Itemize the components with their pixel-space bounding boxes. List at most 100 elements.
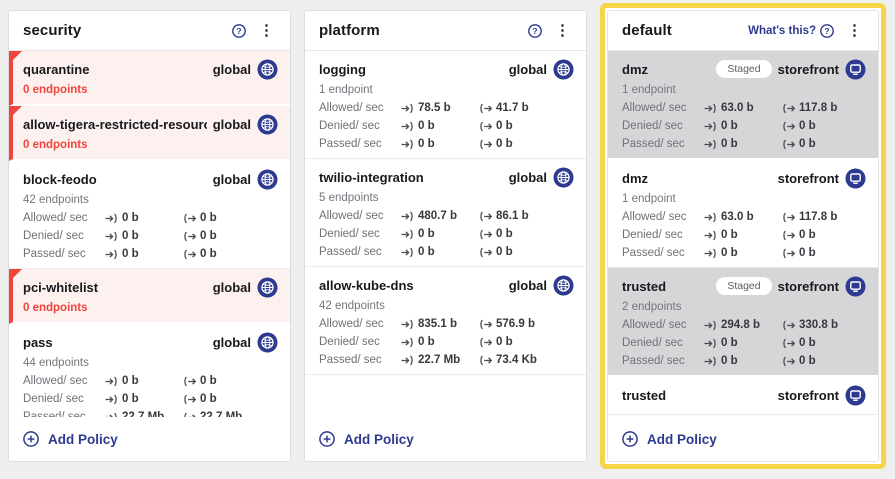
- policy-card[interactable]: block-feodo global 42 endpoints Allowed/…: [9, 161, 290, 269]
- scope-label: global: [212, 334, 251, 350]
- policy-card[interactable]: pass global 44 endpoints Allowed/ sec 0 …: [9, 324, 290, 417]
- endpoints-count: 5 endpoints: [319, 192, 379, 204]
- ingress-value: 0 b: [418, 120, 435, 132]
- ingress-value: 0 b: [122, 393, 139, 405]
- egress-value: 0 b: [496, 138, 513, 150]
- egress-metric: 41.7 b: [479, 102, 574, 114]
- policy-card-title-row: pci-whitelist global: [23, 276, 278, 298]
- metric-row: Allowed/ sec 0 b 0 b: [23, 375, 278, 387]
- kebab-menu-icon[interactable]: ⋮: [843, 21, 866, 40]
- egress-metric: 0 b: [782, 355, 866, 367]
- metric-row: Passed/ sec 22.7 Mb 22.7 Mb: [23, 411, 278, 417]
- ingress-value: 0 b: [122, 248, 139, 260]
- egress-value: 0 b: [496, 336, 513, 348]
- ingress-value: 22.7 Mb: [122, 411, 165, 417]
- metric-row: Allowed/ sec 294.8 b 330.8 b: [622, 319, 866, 331]
- metric-label: Denied/ sec: [622, 120, 683, 132]
- policy-card-title-row: allow-kube-dns global: [319, 274, 574, 296]
- ingress-metric: 0 b: [401, 336, 479, 348]
- tier-column-footer: Add Policy: [9, 417, 290, 461]
- endpoints-count: 0 endpoints: [23, 139, 88, 151]
- scope-label: global: [508, 169, 547, 185]
- add-policy-button[interactable]: Add Policy: [23, 431, 118, 447]
- whats-this-link[interactable]: What's this? ?: [748, 23, 834, 38]
- kebab-menu-icon[interactable]: ⋮: [255, 21, 278, 40]
- scope-label: global: [508, 277, 547, 293]
- ingress-arrow-icon: [105, 231, 117, 241]
- egress-value: 0 b: [496, 228, 513, 240]
- egress-arrow-icon: [184, 394, 196, 404]
- metric-row: Denied/ sec 0 b 0 b: [319, 120, 574, 132]
- globe-badge-icon: [553, 59, 574, 79]
- policy-card-list[interactable]: dmz Staged storefront 1 endpoint Allowed…: [608, 51, 878, 417]
- scope-label: global: [508, 61, 547, 77]
- policy-card[interactable]: twilio-integration global 5 endpoints Al…: [305, 159, 586, 267]
- globe-badge-icon: [257, 114, 278, 134]
- policy-card-title-row: pass global: [23, 331, 278, 353]
- egress-arrow-icon: [783, 338, 795, 348]
- policy-name: block-feodo: [23, 171, 97, 187]
- svg-text:?: ?: [824, 26, 829, 36]
- tier-title: security: [23, 22, 82, 39]
- policy-card[interactable]: allow-kube-dns global 42 endpoints Allow…: [305, 267, 586, 375]
- policy-card[interactable]: dmz Staged storefront 1 endpoint Allowed…: [608, 51, 878, 160]
- egress-value: 117.8 b: [799, 211, 838, 223]
- add-policy-button[interactable]: Add Policy: [319, 431, 414, 447]
- ingress-metric: 78.5 b: [401, 102, 479, 114]
- policy-card[interactable]: logging global 1 endpoint Allowed/ sec 7…: [305, 51, 586, 159]
- whats-this-link[interactable]: ?: [524, 23, 542, 38]
- ingress-value: 0 b: [122, 212, 139, 224]
- policy-card[interactable]: quarantine global 0 endpoints: [9, 51, 290, 106]
- metric-label: Passed/ sec: [319, 246, 382, 258]
- metric-row: Allowed/ sec 0 b 0 b: [23, 212, 278, 224]
- ingress-arrow-icon: [401, 103, 413, 113]
- policy-card-title-row: trusted storefront: [622, 384, 866, 406]
- metric-label: Allowed/ sec: [622, 319, 687, 331]
- egress-arrow-icon: [184, 376, 196, 386]
- policy-card-list[interactable]: quarantine global 0 endpoints allow-tige…: [9, 51, 290, 417]
- metric-row: Passed/ sec 0 b 0 b: [622, 247, 866, 259]
- ingress-arrow-icon: [105, 213, 117, 223]
- ingress-arrow-icon: [704, 121, 716, 131]
- policy-name: twilio-integration: [319, 169, 424, 185]
- policy-card-list[interactable]: logging global 1 endpoint Allowed/ sec 7…: [305, 51, 586, 417]
- metrics-block: Allowed/ sec 294.8 b 330.8 b Denied/ sec: [622, 319, 866, 367]
- egress-value: 0 b: [496, 246, 513, 258]
- metrics-block: Allowed/ sec 63.0 b 117.8 b Denied/ sec: [622, 102, 866, 150]
- ingress-metric: 22.7 Mb: [105, 411, 183, 417]
- egress-metric: 0 b: [479, 138, 574, 150]
- egress-arrow-icon: [480, 319, 492, 329]
- egress-arrow-icon: [480, 211, 492, 221]
- ingress-arrow-icon: [704, 320, 716, 330]
- endpoints-count: 2 endpoints: [622, 301, 682, 313]
- whats-this-link[interactable]: ?: [228, 23, 246, 38]
- policy-card[interactable]: trusted storefront: [608, 377, 878, 415]
- policy-card[interactable]: allow-tigera-restricted-resources global…: [9, 106, 290, 161]
- egress-value: 0 b: [799, 138, 816, 150]
- tier-column-header: default What's this? ? ⋮: [608, 11, 878, 51]
- egress-arrow-icon: [783, 121, 795, 131]
- metrics-block: Allowed/ sec 0 b 0 b Denied/ sec: [23, 212, 278, 260]
- egress-metric: 0 b: [479, 228, 574, 240]
- policy-card[interactable]: trusted Staged storefront 2 endpoints Al…: [608, 268, 878, 377]
- egress-metric: 22.7 Mb: [183, 411, 278, 417]
- metric-label: Passed/ sec: [23, 248, 86, 260]
- add-policy-button[interactable]: Add Policy: [622, 431, 717, 447]
- egress-metric: 330.8 b: [782, 319, 866, 331]
- tier-column-header: security ? ⋮: [9, 11, 290, 51]
- endpoints-count: 44 endpoints: [23, 357, 89, 369]
- metric-label: Passed/ sec: [319, 354, 382, 366]
- ingress-metric: 0 b: [401, 138, 479, 150]
- kebab-menu-icon[interactable]: ⋮: [551, 21, 574, 40]
- metrics-block: Allowed/ sec 480.7 b 86.1 b Denied/ sec: [319, 210, 574, 258]
- ingress-arrow-icon: [704, 230, 716, 240]
- ingress-value: 0 b: [418, 246, 435, 258]
- ingress-metric: 22.7 Mb: [401, 354, 479, 366]
- ingress-value: 0 b: [418, 228, 435, 240]
- policy-card[interactable]: pci-whitelist global 0 endpoints: [9, 269, 290, 324]
- policy-card[interactable]: dmz storefront 1 endpoint Allowed/ sec 6…: [608, 160, 878, 268]
- question-circle-icon: ?: [528, 23, 542, 38]
- egress-value: 0 b: [799, 337, 816, 349]
- metric-label: Allowed/ sec: [622, 102, 687, 114]
